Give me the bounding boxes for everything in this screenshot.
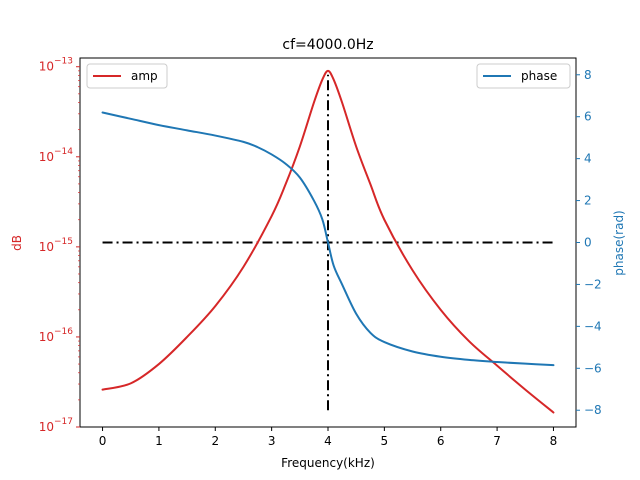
- chart-title: cf=4000.0Hz: [282, 37, 373, 53]
- y-right-tick-label: −2: [584, 277, 602, 291]
- x-tick-label: 2: [211, 434, 219, 448]
- x-axis: 0 1 2 3 4 5 6 7 8: [99, 427, 558, 448]
- x-tick-label: 7: [493, 434, 501, 448]
- y-left-tick-label: 10−17: [39, 417, 73, 434]
- legend-label-phase: phase: [521, 69, 557, 83]
- x-axis-title: Frequency(kHz): [281, 456, 375, 470]
- y-left-tick-label: 10−15: [39, 237, 73, 254]
- y-axis-right: −8 −6 −4 −2 0 2 4 6 8: [576, 68, 602, 417]
- legends: amp phase: [86, 63, 571, 89]
- y-left-tick-label: 10−14: [39, 147, 74, 164]
- y-right-tick-label: 4: [584, 152, 592, 166]
- y-right-tick-label: 0: [584, 236, 592, 250]
- y-axis-right-title: phase(rad): [612, 210, 626, 275]
- series-line-phase: [101, 111, 555, 367]
- y-right-tick-label: −6: [584, 361, 602, 375]
- legend-amp: amp: [86, 63, 168, 89]
- y-right-tick-label: −4: [584, 319, 602, 333]
- series-line-amp: [101, 69, 555, 414]
- y-left-tick-label: 10−13: [39, 57, 73, 74]
- x-tick-label: 6: [437, 434, 445, 448]
- legend-phase: phase: [476, 63, 571, 89]
- series-layer: [101, 69, 555, 414]
- y-right-tick-label: 2: [584, 194, 592, 208]
- x-tick-label: 8: [550, 434, 558, 448]
- y-left-tick-label: 10−16: [39, 327, 74, 344]
- legend-box: [476, 63, 571, 89]
- legend-box: [86, 63, 168, 89]
- y-right-tick-label: 6: [584, 110, 592, 124]
- x-tick-label: 4: [324, 434, 332, 448]
- y-right-tick-label: −8: [584, 403, 602, 417]
- x-tick-label: 3: [268, 434, 276, 448]
- legend-label-amp: amp: [131, 69, 158, 83]
- y-right-tick-label: 8: [584, 68, 592, 82]
- y-axis-left: 10−17 10−16 10−15 10−14 10−13: [39, 57, 80, 434]
- x-tick-label: 5: [381, 434, 389, 448]
- x-tick-label: 0: [99, 434, 107, 448]
- x-tick-label: 1: [155, 434, 163, 448]
- y-axis-left-title: dB: [10, 235, 24, 251]
